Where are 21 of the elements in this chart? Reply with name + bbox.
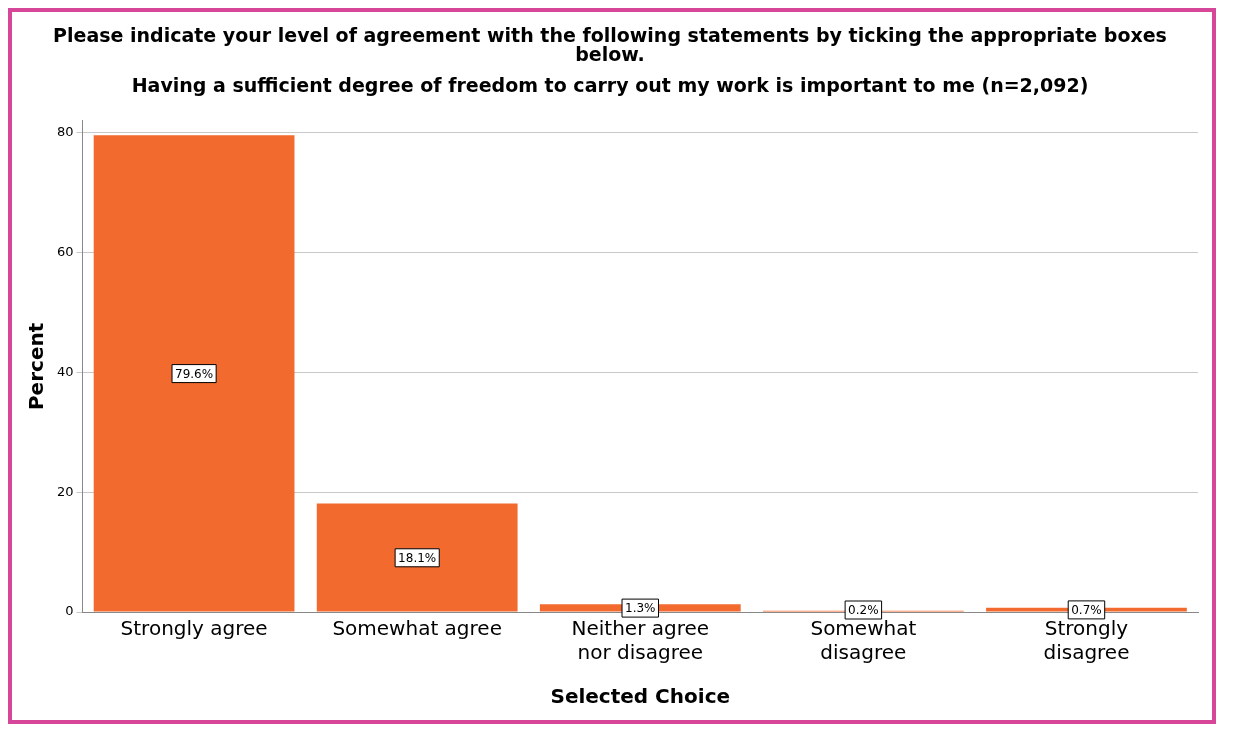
data-label: 0.2% — [848, 603, 879, 618]
chart-subtitle: Having a sufficient degree of freedom to carry out my work is important to me (n=2,092) — [131, 74, 1089, 97]
x-tick-label: Neither agree nor disagree — [571, 616, 710, 665]
y-tick-label: 60 — [57, 243, 74, 259]
data-label: 79.6% — [175, 366, 214, 381]
x-tick-label: Strongly agree — [120, 616, 268, 641]
x-axis-title: Selected Choice — [550, 684, 731, 709]
y-tick-label: 0 — [65, 603, 74, 619]
y-tick-label: 40 — [57, 363, 74, 379]
data-label: 1.3% — [625, 601, 656, 616]
x-tick-label: Somewhat agree — [332, 616, 502, 641]
y-tick-label: 80 — [57, 124, 74, 140]
data-label: 0.7% — [1071, 603, 1102, 618]
y-axis-title: Percent — [24, 322, 49, 411]
data-label: 18.1% — [398, 550, 437, 565]
bar — [316, 503, 518, 612]
x-tick-label: Somewhat disagree — [810, 616, 917, 665]
x-tick-label: Strongly disagree — [1043, 616, 1130, 665]
chart-title: Please indicate your level of agreement with the following statements by ticking the appropriate boxes below. — [53, 24, 1167, 66]
y-tick-label: 20 — [57, 483, 74, 499]
bar — [93, 135, 295, 612]
